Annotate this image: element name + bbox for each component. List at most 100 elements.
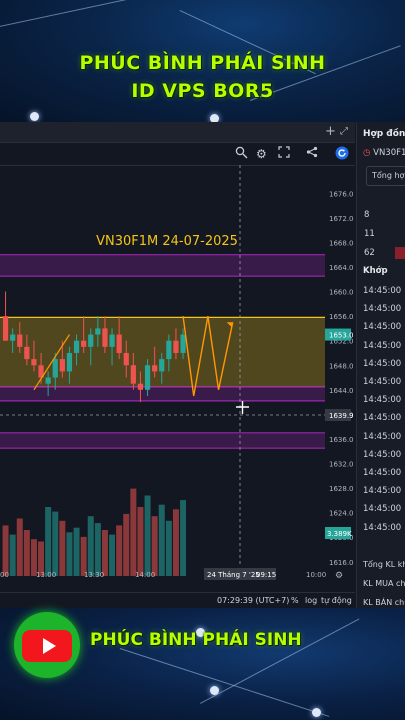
candle-body [95,328,101,335]
price-tick-label: 1668.0 [329,239,354,247]
network-dot [210,686,219,695]
time-tick-label: 13:30 [84,571,104,579]
chart-toolbar: ⚙ [0,143,355,166]
trade-time: 14:45:00 [363,358,402,369]
price-tick-label: 1616.0 [329,559,354,567]
crosshair-cursor [236,401,249,414]
network-dot [30,112,39,121]
volume-bar [172,509,179,576]
banner-title: PHÚC BÌNH PHÁI SINH [79,52,326,74]
time-tick-label: 10:00 [306,571,326,579]
zone-support [0,386,325,401]
log-toggle[interactable]: log [305,596,318,605]
candle-body [81,340,87,347]
refresh-icon[interactable] [335,146,349,164]
price-tick-label: 1656.0 [329,313,354,321]
candle-body [24,346,30,360]
candle-body [116,334,122,353]
candle-body [59,359,65,372]
trade-time: 14:45:00 [363,522,402,533]
volume-bar [66,532,73,576]
percent-toggle[interactable]: % [291,596,299,605]
volume-bar [45,507,52,576]
candle-body [10,334,16,341]
volume-bar [30,539,37,576]
panel-number: 8 [364,210,370,220]
expand-icon[interactable]: ⤢ [340,126,348,137]
axis-gear-icon[interactable]: ⚙ [335,571,343,580]
volume-bar [23,530,30,576]
candle-body [130,365,136,384]
trade-time: 14:45:00 [363,431,402,442]
crosshair-price-label: 1639.9 [329,412,354,420]
candle-body [73,340,80,353]
trade-time: 14:45:00 [363,486,402,497]
candle-body [31,359,37,366]
candle-body [109,334,115,347]
price-tick-label: 1648.0 [329,362,354,370]
volume-tag [325,527,351,539]
projection-arrow [33,334,70,391]
volume-bar [123,513,130,576]
price-tick-label: 1676.0 [329,190,354,198]
time-cursor-tag [204,568,276,580]
volume-bar [16,518,23,576]
gear-icon[interactable]: ⚙ [256,147,267,161]
trade-time: 14:45:00 [363,286,402,296]
crosshair-price-tag [325,409,351,421]
last-price-label: 1653.0 [329,332,354,340]
share-icon[interactable] [306,146,318,162]
price-tick-label: 1664.0 [329,264,354,272]
network-line [119,648,330,717]
network-dot [196,628,205,637]
clock: 07:29:39 (UTC+7) [217,596,290,605]
time-tick-label: 13:00 [36,571,56,579]
auto-toggle[interactable]: tự động [321,596,352,605]
trading-app: + ⤢ ⚙ VN30F1M 24-07-2025 1676.0 1672.0 166… [0,122,405,608]
trade-time: 14:45:00 [363,504,402,515]
trade-time: 14:45:00 [363,377,402,387]
candle-body [180,334,186,353]
banner-background [0,0,405,123]
candle-body [123,352,129,366]
zone-lower [0,432,325,449]
zone-resistance [0,254,325,277]
candle-body [137,383,144,390]
banner-subtitle: ID VPS BOR5 [131,80,274,102]
summary-button[interactable]: Tổng hợp [366,166,405,186]
panel-number: 11 [364,229,375,239]
candle-body [2,316,9,341]
projection-path [182,315,234,397]
youtube-logo[interactable] [14,612,80,678]
footer-brand: PHÚC BÌNH PHÁI SINH [90,630,302,650]
price-tick-label: 1644.0 [329,387,354,395]
clock-icon: ◷ [363,148,374,158]
sell-volume-label: KL BÁN chủ [363,598,405,607]
sell-volume-bar [395,247,405,259]
time-cursor-date: 24 Tháng 7 '25 [207,571,260,579]
price-tick-label: 1672.0 [329,215,354,223]
time-tick-label: 00 [0,571,9,579]
volume-bar [165,520,172,576]
trade-time: 14:45:00 [363,468,402,478]
magnify-icon[interactable] [235,146,248,163]
price-chart[interactable]: VN30F1M 24-07-2025 1676.0 1672.0 1668.0 166… [0,165,355,580]
volume-bar [38,541,45,576]
volume-bar [101,530,108,576]
candle-body [17,334,23,347]
volume-bar [144,495,151,576]
order-book-panel: Hợp đồng ◷ VN30F1 Tổng hợp 8 11 62 Khớp … [356,122,405,608]
volume-bar [158,504,165,576]
volume-bar [109,534,116,576]
chart-bottom-bar: 07:29:39 (UTC+7) % log tự động [0,592,355,608]
fullscreen-icon[interactable] [278,146,290,162]
trade-time: 14:45:00 [363,322,402,333]
volume-bar [9,534,16,576]
plus-icon[interactable]: + [325,124,336,139]
volume-bar [52,511,59,576]
panel-symbol[interactable]: ◷ VN30F1 [363,148,405,158]
price-tick-label: 1624.0 [329,510,354,518]
candle-body [102,328,108,347]
candle-body [144,365,151,390]
volume-bar [130,488,137,576]
